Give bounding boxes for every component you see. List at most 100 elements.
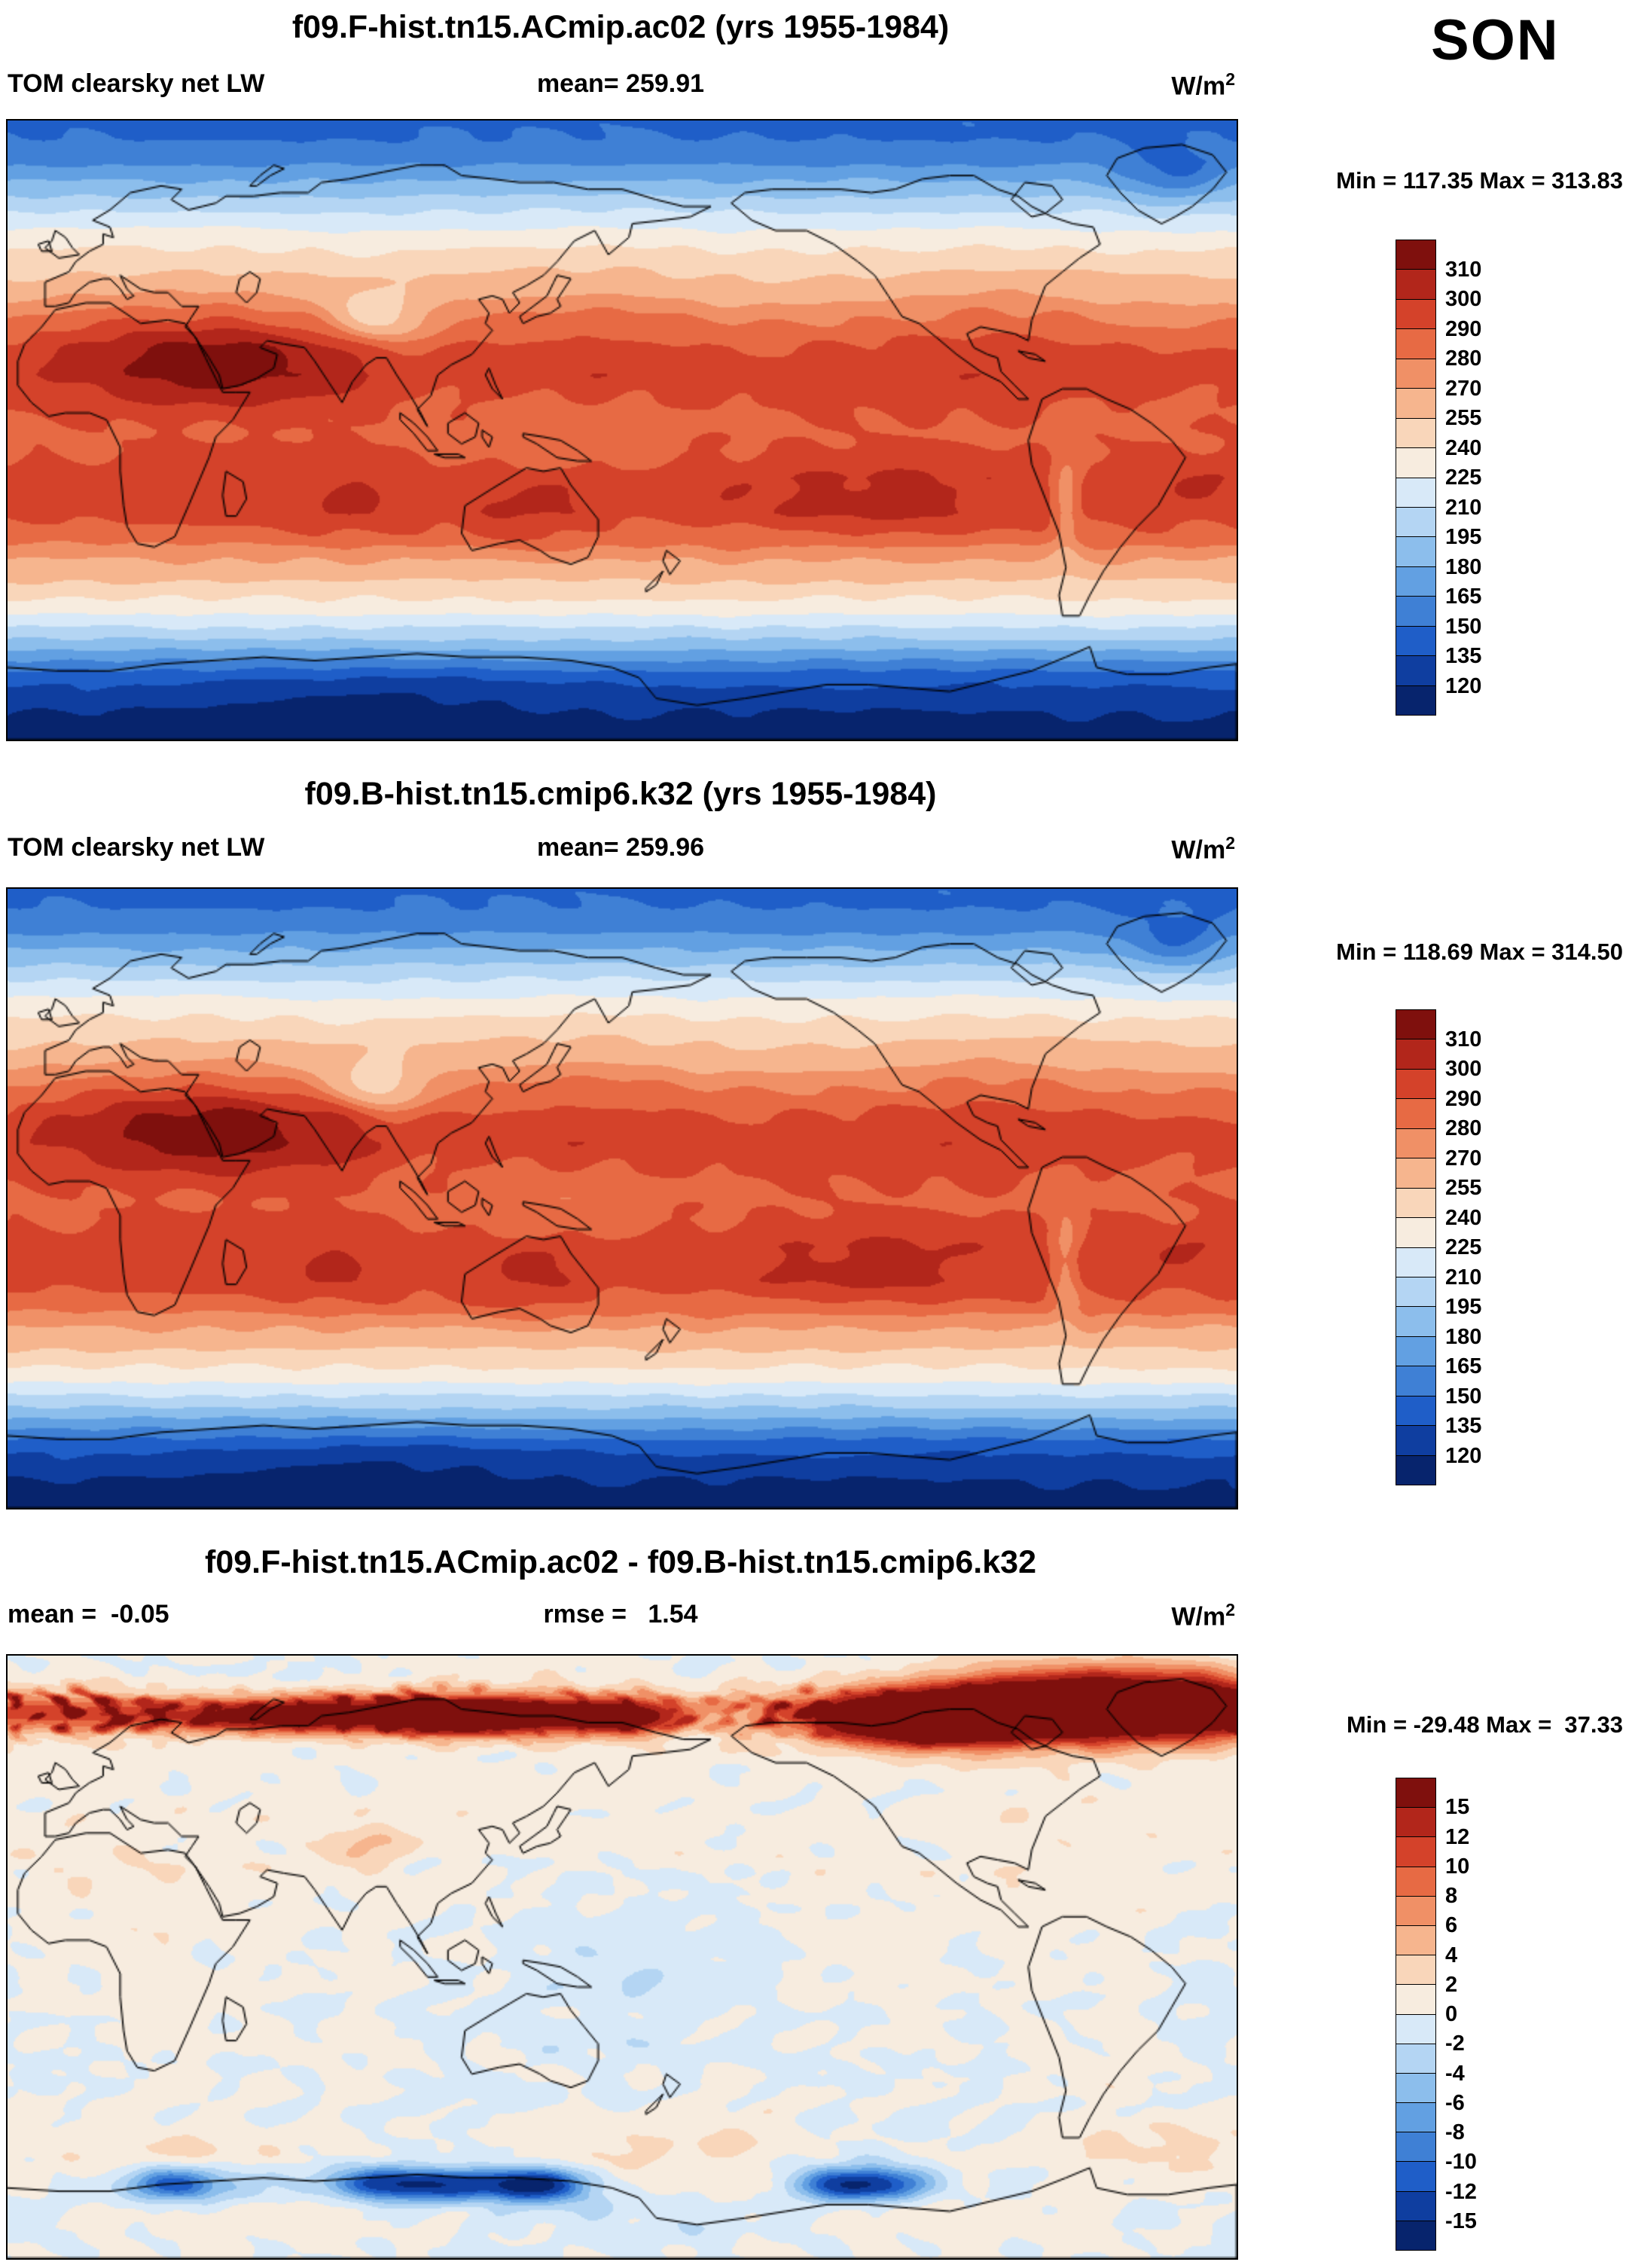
- colorbar-cell: [1396, 1128, 1435, 1159]
- colorbar-tick-label: 10: [1445, 1854, 1470, 1879]
- season-label: SON: [1431, 8, 1560, 72]
- panel3-rmse-label: rmse = 1.54: [543, 1600, 698, 1629]
- colorbar-tick-label: 290: [1445, 1086, 1482, 1111]
- colorbar-cell: [1396, 1366, 1435, 1397]
- colorbar-cell: [1396, 2221, 1435, 2250]
- colorbar-cells: [1396, 1009, 1436, 1485]
- colorbar-cell: [1396, 1426, 1435, 1456]
- colorbar-cell: [1396, 1455, 1435, 1485]
- panel1-variable-label: TOM clearsky net LW: [8, 69, 265, 98]
- colorbar-cell: [1396, 1010, 1435, 1040]
- panel1-minmax-label: Min = 117.35 Max = 313.83: [1336, 167, 1623, 194]
- panel1-units-label: W/m2: [6, 69, 1235, 101]
- panel1-title: f09.F-hist.tn15.ACmip.ac02 (yrs 1955-198…: [291, 9, 950, 45]
- colorbar-cell: [1396, 2103, 1435, 2133]
- colorbar-cells: [1396, 1778, 1436, 2251]
- colorbar-tick-label: 12: [1445, 1824, 1470, 1849]
- colorbar-tick-label: 150: [1445, 614, 1482, 639]
- colorbar-cell: [1396, 566, 1435, 597]
- colorbar-cell: [1396, 1778, 1435, 1809]
- colorbar-cell: [1396, 1188, 1435, 1219]
- colorbar-tick-label: 120: [1445, 1443, 1482, 1468]
- panel2-map-canvas: [8, 889, 1237, 1508]
- colorbar-cells: [1396, 240, 1436, 716]
- units-exp: 2: [1225, 69, 1235, 89]
- colorbar-cell: [1396, 1307, 1435, 1337]
- colorbar-cell: [1396, 1247, 1435, 1277]
- colorbar-tick-label: 270: [1445, 376, 1482, 401]
- units-base: W/m: [1171, 72, 1226, 101]
- units-base: W/m: [1171, 835, 1226, 865]
- panel2-units-label: W/m2: [6, 833, 1235, 865]
- colorbar-cell: [1396, 389, 1435, 419]
- colorbar-tick-label: -6: [1445, 2090, 1465, 2115]
- colorbar-tick-label: -8: [1445, 2120, 1465, 2144]
- colorbar-cell: [1396, 2044, 1435, 2074]
- colorbar-cell: [1396, 1039, 1435, 1070]
- panel1-map-canvas: [8, 121, 1237, 740]
- colorbar-cell: [1396, 1069, 1435, 1100]
- colorbar-cell: [1396, 1218, 1435, 1248]
- panel3-minmax-label: Min = -29.48 Max = 37.33: [1346, 1711, 1623, 1738]
- panel3-units-label: W/m2: [6, 1600, 1235, 1632]
- colorbar-tick-label: 225: [1445, 1235, 1482, 1259]
- colorbar-tick-label: 310: [1445, 1027, 1482, 1052]
- colorbar-cell: [1396, 1985, 1435, 2015]
- panel3-colorbar: 15 12 10 8 6 4 2 0 -2 -4 -6 -8 -10 -12 -15: [1396, 1778, 1477, 2251]
- colorbar-cell: [1396, 1336, 1435, 1367]
- colorbar-cell: [1396, 448, 1435, 478]
- panel2-minmax-label: Min = 118.69 Max = 314.50: [1336, 939, 1623, 965]
- colorbar-tick-label: 180: [1445, 1324, 1482, 1349]
- panel3-mean-label: mean = -0.05: [8, 1600, 169, 1629]
- panel2-map-frame: [6, 887, 1238, 1509]
- colorbar-cell: [1396, 1896, 1435, 1926]
- colorbar-tick-label: 280: [1445, 346, 1482, 371]
- colorbar-tick-label: -2: [1445, 2031, 1465, 2056]
- colorbar-cell: [1396, 1867, 1435, 1897]
- panel3-title: f09.F-hist.tn15.ACmip.ac02 - f09.B-hist.…: [205, 1544, 1036, 1580]
- colorbar-tick-label: 255: [1445, 406, 1482, 430]
- colorbar-tick-label: 270: [1445, 1146, 1482, 1171]
- colorbar-cell: [1396, 2132, 1435, 2163]
- colorbar-tick-label: 195: [1445, 1295, 1482, 1319]
- colorbar-tick-label: 195: [1445, 525, 1482, 549]
- colorbar-cell: [1396, 685, 1435, 715]
- colorbar-tick-label: 290: [1445, 316, 1482, 341]
- units-base: W/m: [1171, 1602, 1226, 1632]
- colorbar-tick-label: 4: [1445, 1943, 1458, 1967]
- colorbar-tick-label: 210: [1445, 1265, 1482, 1290]
- colorbar-tick-label: 150: [1445, 1384, 1482, 1409]
- units-exp: 2: [1225, 833, 1235, 853]
- colorbar-tick-label: 300: [1445, 1057, 1482, 1081]
- colorbar-cell: [1396, 2073, 1435, 2104]
- colorbar-cell: [1396, 537, 1435, 567]
- colorbar-tick-label: 180: [1445, 554, 1482, 579]
- colorbar-tick-label: 310: [1445, 257, 1482, 282]
- colorbar-tick-label: 165: [1445, 1354, 1482, 1378]
- colorbar-tick-label: 255: [1445, 1176, 1482, 1200]
- colorbar-cell: [1396, 2191, 1435, 2221]
- colorbar-tick-label: 240: [1445, 435, 1482, 460]
- colorbar-cell: [1396, 478, 1435, 508]
- panel1-mean-label: mean= 259.91: [536, 69, 705, 98]
- panel2-title: f09.B-hist.tn15.cmip6.k32 (yrs 1955-1984…: [304, 776, 937, 812]
- colorbar-cell: [1396, 329, 1435, 359]
- panel2-mean-label: mean= 259.96: [536, 833, 705, 862]
- colorbar-tick-label: 300: [1445, 287, 1482, 311]
- colorbar-tick-label: 0: [1445, 2002, 1458, 2026]
- colorbar-tick-label: 8: [1445, 1884, 1458, 1908]
- panel3-map-frame: [6, 1654, 1238, 2260]
- colorbar-tick-label: 15: [1445, 1795, 1470, 1820]
- colorbar-cell: [1396, 507, 1435, 538]
- colorbar-tick-label: -15: [1445, 2208, 1477, 2233]
- colorbar-tick-label: 2: [1445, 1972, 1458, 1997]
- colorbar-cell: [1396, 299, 1435, 330]
- colorbar-cell: [1396, 270, 1435, 300]
- panel2-variable-label: TOM clearsky net LW: [8, 833, 265, 862]
- colorbar-cell: [1396, 418, 1435, 449]
- colorbar-cell: [1396, 1396, 1435, 1427]
- colorbar-cell: [1396, 359, 1435, 389]
- colorbar-tick-label: 280: [1445, 1116, 1482, 1140]
- colorbar-cell: [1396, 1955, 1435, 1986]
